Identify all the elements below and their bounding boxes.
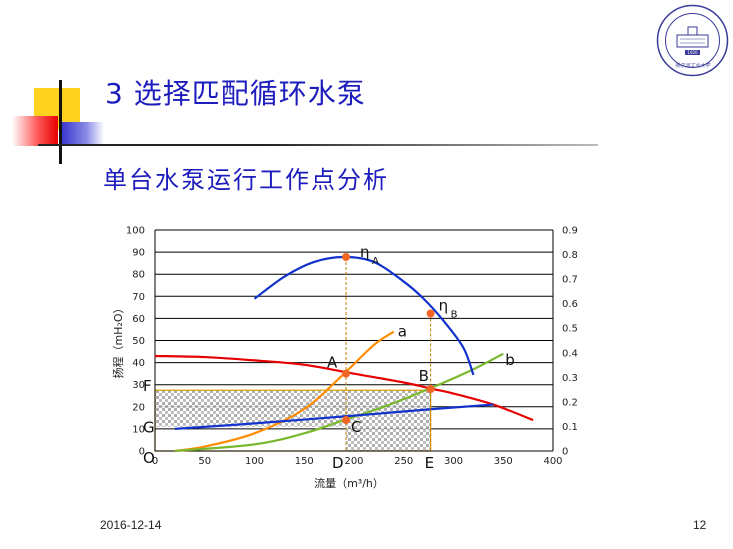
slide-subtitle: 单台水泵运行工作点分析 — [103, 166, 389, 194]
label-eta-b: η — [439, 296, 449, 314]
label-curve-b: b — [505, 351, 515, 369]
label-origin: O — [143, 449, 155, 467]
label-g: G — [143, 419, 155, 437]
svg-text:1920: 1920 — [687, 50, 698, 55]
y-tick-label: 40 — [132, 358, 145, 369]
y2-tick-label: 0.8 — [562, 250, 578, 261]
x-tick-label: 200 — [344, 456, 363, 467]
label-point-c: C — [351, 418, 361, 436]
y2-tick-label: 0.7 — [562, 275, 578, 286]
y2-tick-label: 0.6 — [562, 299, 578, 310]
label-f: F — [143, 377, 152, 395]
y-tick-label: 10 — [132, 424, 145, 435]
y-axis-title: 扬程（mH₂O） — [111, 302, 125, 378]
label-point-b: B — [419, 367, 429, 385]
decor-blue-bar — [60, 122, 104, 146]
y-tick-label: 0 — [139, 447, 145, 458]
point-marker — [342, 369, 351, 378]
decor-vertical-line — [59, 80, 62, 164]
chart-operating-points — [342, 253, 435, 425]
x-tick-label: 400 — [543, 456, 562, 467]
chart-tick-labels: 0 50 100 150 200 250 300 350 4000102030405060708… — [111, 226, 578, 491]
point-marker — [342, 416, 351, 425]
power-area-hatching — [154, 389, 432, 452]
y-tick-label: 30 — [132, 380, 145, 391]
y-tick-label: 60 — [132, 314, 145, 325]
y-tick-label: 100 — [126, 226, 145, 237]
title-underline — [38, 144, 598, 146]
label-point-a: A — [327, 354, 338, 372]
y-tick-label: 80 — [132, 270, 145, 281]
x-tick-label: 350 — [494, 456, 513, 467]
university-logo: 1920 哈尔滨工业大学 — [656, 4, 729, 77]
x-tick-label: 50 — [198, 456, 211, 467]
point-marker — [342, 253, 351, 262]
x-tick-label: 0 — [152, 456, 158, 467]
series-line-system_a — [174, 330, 395, 453]
series-line-pump — [154, 354, 534, 422]
decor-red-bar — [12, 116, 58, 146]
y-tick-label: 50 — [132, 336, 145, 347]
x-tick-label: 250 — [394, 456, 413, 467]
chart-series — [154, 255, 534, 453]
x-axis-title: 流量（m³/h） — [314, 476, 384, 490]
y2-tick-label: 0.9 — [562, 226, 578, 237]
point-marker — [426, 309, 435, 318]
y-tick-label: 70 — [132, 292, 145, 303]
series-line-npsh — [174, 403, 494, 430]
label-eta-a-sub: A — [372, 256, 379, 267]
hatch-area-lower — [346, 426, 431, 451]
chart-axes — [154, 230, 554, 452]
label-eta-b-sub: B — [451, 309, 458, 320]
slide-title: 3 选择匹配循环水泵 — [105, 77, 366, 110]
page-number: 12 — [693, 518, 707, 532]
y-tick-label: 20 — [132, 402, 145, 413]
label-e: E — [425, 454, 434, 472]
x-tick-label: 100 — [245, 456, 264, 467]
footer-date: 2016-12-14 — [100, 518, 162, 532]
x-tick-label: 300 — [444, 456, 463, 467]
label-curve-a: a — [398, 323, 407, 341]
svg-text:哈尔滨工业大学: 哈尔滨工业大学 — [675, 62, 711, 69]
y2-tick-label: 0.5 — [562, 324, 578, 335]
label-eta-a: η — [360, 243, 370, 261]
series-line-efficiency — [253, 255, 475, 376]
y2-tick-label: 0.4 — [562, 348, 578, 359]
label-d: D — [332, 454, 344, 472]
x-tick-label: 150 — [295, 456, 314, 467]
y2-tick-label: 0.1 — [562, 422, 578, 433]
y2-tick-label: 0 — [562, 447, 568, 458]
point-marker — [426, 385, 435, 394]
y2-tick-label: 0.2 — [562, 397, 578, 408]
y2-tick-label: 0.3 — [562, 373, 578, 384]
y-tick-label: 90 — [132, 248, 145, 259]
